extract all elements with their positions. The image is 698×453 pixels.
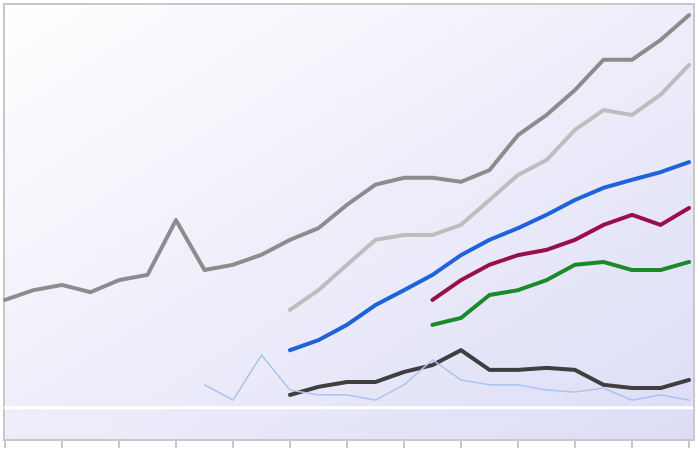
series-line: [288, 63, 691, 312]
series-line: [430, 206, 691, 302]
series-line: [3, 13, 691, 302]
series-line: [288, 160, 691, 353]
plot-area: [3, 3, 695, 441]
series-line: [203, 354, 690, 401]
series-line: [430, 259, 691, 327]
series-line: [288, 348, 691, 397]
